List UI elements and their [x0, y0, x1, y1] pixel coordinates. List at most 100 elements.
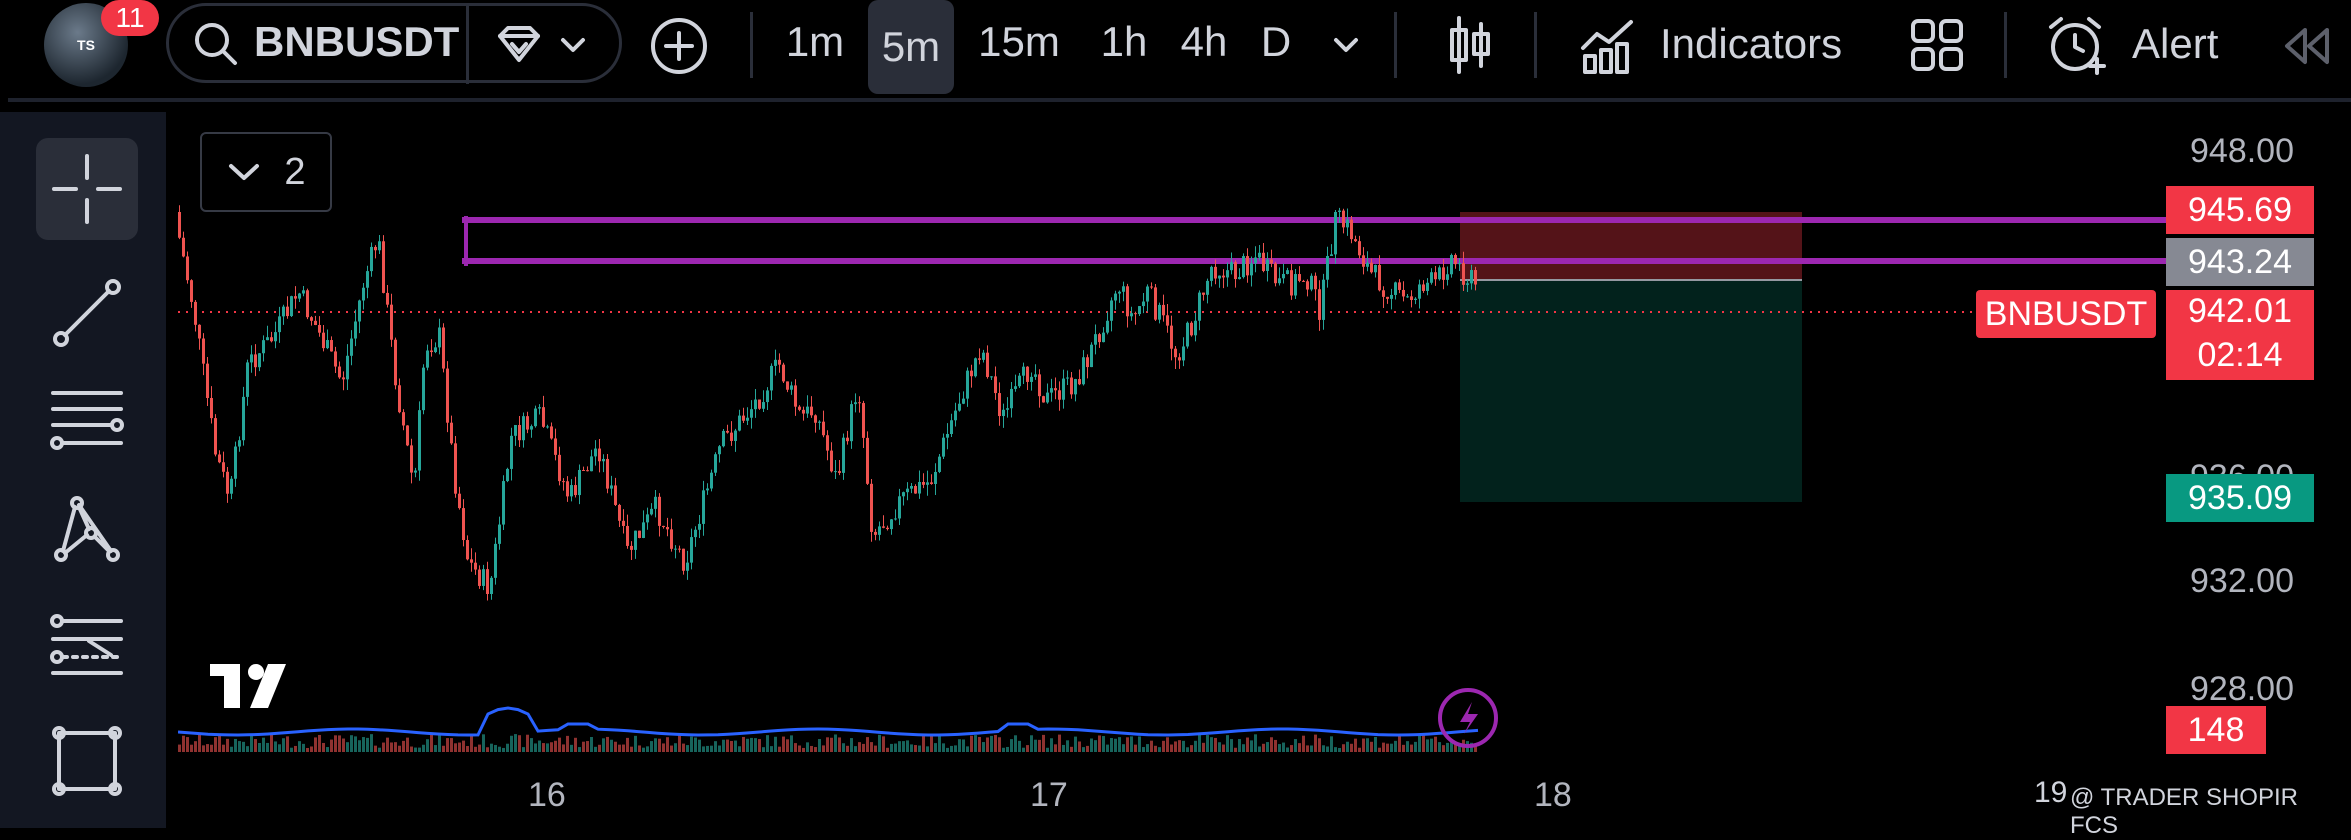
- chevron-down-icon[interactable]: [556, 28, 590, 62]
- candle-body: [414, 470, 417, 473]
- horizontal-lines-icon[interactable]: [36, 368, 138, 470]
- candle-body: [1218, 275, 1221, 279]
- indicators-icon[interactable]: [1576, 12, 1640, 78]
- candle-body: [890, 519, 893, 530]
- volume-bar: [1422, 734, 1425, 752]
- volume-bar: [1222, 744, 1225, 752]
- volume-bar: [522, 747, 525, 752]
- candle-body: [718, 446, 721, 455]
- candle-body: [206, 363, 209, 398]
- candle-body: [642, 522, 645, 538]
- candle-body: [1006, 408, 1009, 410]
- layout-icon[interactable]: [1906, 14, 1968, 76]
- timeframe-1h[interactable]: 1h: [1100, 18, 1148, 65]
- chart-pane[interactable]: [177, 112, 2351, 752]
- candle-body: [846, 437, 849, 442]
- volume-bar: [450, 738, 453, 752]
- volume-bar: [634, 735, 637, 752]
- symbol-search-box[interactable]: [166, 3, 622, 83]
- candle-body: [418, 410, 421, 471]
- symbol-name[interactable]: BNBUSDT: [254, 18, 460, 65]
- timeframe-4h[interactable]: 4h: [1180, 18, 1228, 65]
- take-profit-zone[interactable]: [1460, 280, 1802, 502]
- timeframe-5m[interactable]: 5m: [868, 0, 954, 94]
- lightning-icon[interactable]: [1438, 688, 1498, 748]
- volume-bar: [458, 742, 461, 752]
- volume-bar: [1450, 740, 1453, 752]
- candle-body: [322, 332, 325, 349]
- candle-body: [402, 412, 405, 426]
- candle-body: [1206, 280, 1209, 295]
- plus-circle-icon[interactable]: [648, 15, 710, 77]
- candle-body: [378, 241, 381, 251]
- candle-body: [1398, 282, 1401, 290]
- candles-icon[interactable]: [1440, 12, 1500, 78]
- candle-body: [1402, 289, 1405, 297]
- candle-body: [794, 385, 797, 407]
- candle-body: [450, 422, 453, 444]
- search-icon[interactable]: [190, 18, 242, 70]
- candle-body: [742, 415, 745, 421]
- volume-bar: [758, 739, 761, 752]
- candle-body: [866, 437, 869, 484]
- volume-bar: [554, 740, 557, 752]
- volume-bar: [638, 745, 641, 752]
- volume-bar: [1206, 735, 1209, 752]
- crosshair-icon[interactable]: [36, 138, 138, 240]
- rectangle-icon[interactable]: [36, 710, 138, 812]
- timeframe-more-chevron-icon[interactable]: [1326, 28, 1366, 62]
- volume-bar: [498, 746, 501, 752]
- volume-bar: [474, 746, 477, 752]
- timeframe-1m[interactable]: 1m: [785, 18, 845, 65]
- timeframe-15m[interactable]: 15m: [978, 18, 1060, 65]
- candle-body: [758, 399, 761, 409]
- pattern-icon[interactable]: [36, 478, 138, 580]
- candle-body: [1330, 254, 1333, 257]
- candle-body: [1262, 252, 1265, 271]
- indicators-button[interactable]: Indicators: [1660, 20, 1843, 67]
- volume-bar: [874, 745, 877, 752]
- candle-body: [878, 526, 881, 535]
- candle-body: [1462, 263, 1465, 285]
- diamond-icon[interactable]: [492, 22, 546, 68]
- candle-body: [682, 548, 685, 571]
- candle-body: [954, 410, 957, 421]
- candle-body: [410, 445, 413, 473]
- volume-bar: [1442, 745, 1445, 752]
- volume-bar: [1138, 736, 1141, 752]
- volume-bar: [462, 740, 465, 752]
- candle-body: [558, 454, 561, 482]
- volume-bar: [218, 735, 221, 752]
- volume-bar: [870, 742, 873, 752]
- volume-bar: [854, 746, 857, 752]
- candle-body: [926, 482, 929, 485]
- volume-bar: [378, 747, 381, 752]
- timeframe-d[interactable]: D: [1260, 18, 1292, 65]
- volume-bar: [782, 736, 785, 752]
- candle-body: [250, 354, 253, 363]
- volume-bar: [382, 742, 385, 752]
- time-tick-17: 17: [1030, 776, 1068, 814]
- candle-body: [294, 296, 297, 299]
- candle-body: [1326, 256, 1329, 280]
- stop-loss-zone[interactable]: [1460, 212, 1802, 280]
- volume-bar: [734, 740, 737, 752]
- indicators-collapse-button[interactable]: 2: [200, 132, 332, 212]
- candle-body: [942, 437, 945, 457]
- collapse-left-icon[interactable]: [2280, 20, 2334, 72]
- candle-body: [478, 569, 481, 586]
- alarm-icon[interactable]: [2044, 12, 2110, 78]
- trendline-icon[interactable]: [36, 262, 138, 364]
- volume-bar: [866, 737, 869, 752]
- volume-bar: [1058, 734, 1061, 752]
- candle-body: [338, 366, 341, 378]
- candle-body: [394, 339, 397, 386]
- alert-button[interactable]: Alert: [2132, 20, 2219, 67]
- candle-body: [602, 458, 605, 462]
- volume-bar: [1142, 747, 1145, 752]
- watermark-text: @ TRADER SHOPIR FCS: [2070, 784, 2298, 839]
- volume-bar: [374, 745, 377, 752]
- volume-bar: [1174, 741, 1177, 752]
- forecast-icon[interactable]: [36, 596, 138, 698]
- price-chart[interactable]: [177, 112, 2351, 752]
